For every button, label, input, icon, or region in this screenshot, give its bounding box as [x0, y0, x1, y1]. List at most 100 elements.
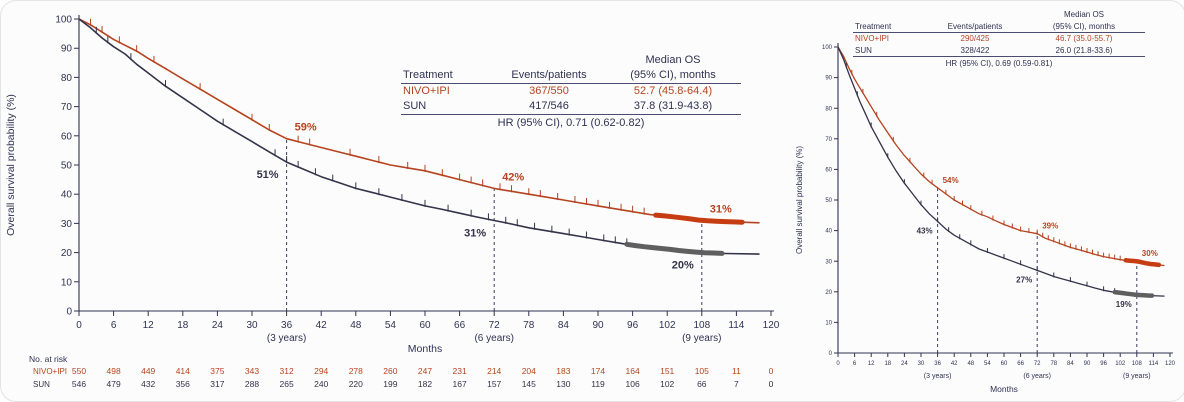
x-tick-label: 66: [1017, 361, 1024, 367]
events-header: Events/patients: [947, 21, 1003, 31]
os-table-toprow: Median OS: [853, 9, 1145, 21]
x-tick-label: 18: [884, 361, 891, 367]
x-tick-label: 108: [1132, 361, 1143, 367]
censor-dense-segment: [624, 241, 725, 256]
x-tick-label: 60: [1001, 361, 1008, 367]
treatment-name: NIVO+IPI: [403, 85, 450, 97]
y-tick-label: 100: [822, 45, 833, 51]
at-risk-value: 204: [522, 366, 536, 376]
milestone-pct-sun: 43%: [917, 226, 933, 235]
x-tick-label: 66: [454, 320, 466, 331]
x-tick-label: 72: [1034, 361, 1041, 367]
median-os-header: Median OS: [1063, 10, 1105, 19]
x-tick-label: 120: [1165, 361, 1176, 367]
y-tick-label: 60: [825, 168, 832, 174]
x-tick-label: 114: [1149, 361, 1159, 367]
median-value: 52.7 (45.8-64.4): [633, 85, 713, 97]
x-axis-title: Months: [990, 384, 1018, 394]
x-tick-label: 18: [177, 320, 189, 331]
at-risk-value: 240: [314, 379, 328, 389]
events-value: 367/550: [529, 85, 569, 97]
at-risk-value: 119: [591, 379, 605, 389]
milestone-pct-sun: 31%: [464, 227, 486, 239]
at-risk-value: 546: [72, 379, 86, 389]
events-value: 290/425: [960, 34, 990, 43]
y-tick-label: 80: [825, 106, 832, 112]
at-risk-value: 278: [349, 366, 363, 376]
x-tick-label: 108: [693, 320, 710, 331]
at-risk-value: 66: [697, 379, 707, 389]
os-table-toprow: Median OS: [401, 53, 741, 68]
median-value: 26.0 (21.8-33.6): [1055, 45, 1113, 55]
hazard-ratio-line: HR (95% CI), 0.69 (0.59-0.81): [945, 59, 1053, 68]
no-at-risk-label: No. at risk: [29, 354, 68, 364]
censor-dense-segment: [1112, 289, 1155, 298]
x-tick-label: 24: [901, 361, 908, 367]
at-risk-value: 550: [72, 366, 86, 376]
at-risk-value: 11: [732, 366, 741, 376]
at-risk-value: 164: [626, 366, 640, 376]
treatment-name: NIVO+IPI: [855, 34, 890, 43]
x-tick-label: 72: [489, 320, 501, 331]
year-caption: (3 years): [924, 373, 952, 380]
x-tick-label: 12: [868, 361, 875, 367]
at-risk-value: 356: [176, 379, 190, 389]
x-tick-label: 48: [967, 361, 974, 367]
ci-header: (95% CI), months: [1052, 21, 1116, 31]
at-risk-value: 343: [245, 366, 259, 376]
at-risk-value: 247: [418, 366, 432, 376]
at-risk-value: 294: [314, 366, 328, 376]
at-risk-value: 151: [660, 366, 674, 376]
os-table-header: Treatment Events/patients (95% CI), mont…: [853, 21, 1145, 33]
at-risk-value: 0: [769, 379, 774, 389]
milestone-pct-nivo: 30%: [1142, 249, 1158, 258]
x-tick-label: 120: [763, 320, 780, 331]
milestone-pct-sun: 27%: [1016, 275, 1032, 284]
at-risk-row-name: SUN: [33, 380, 50, 389]
x-tick-label: 54: [385, 320, 397, 331]
x-tick-label: 30: [246, 320, 258, 331]
x-tick-label: 96: [627, 320, 639, 331]
at-risk-value: 479: [107, 379, 121, 389]
treatment-name: SUN: [403, 100, 427, 112]
x-tick-label: 36: [934, 361, 941, 367]
at-risk-value: 260: [383, 366, 397, 376]
y-tick-label: 100: [55, 15, 72, 26]
events-header: Events/patients: [511, 69, 587, 81]
y-tick-label: 90: [825, 76, 832, 82]
x-tick-label: 42: [316, 320, 328, 331]
y-tick-label: 40: [61, 190, 73, 201]
x-tick-label: 96: [1100, 361, 1107, 367]
x-tick-label: 102: [659, 320, 676, 331]
x-tick-label: 78: [1050, 361, 1057, 367]
x-tick-label: 84: [558, 320, 570, 331]
treatment-header: Treatment: [403, 69, 453, 81]
y-tick-label: 0: [829, 351, 833, 357]
at-risk-value: 182: [418, 379, 432, 389]
at-risk-value: 183: [556, 366, 570, 376]
treatment-name: SUN: [855, 45, 872, 55]
os-row-sun: SUN 328/422 26.0 (21.8-33.6): [853, 45, 1145, 57]
milestone-pct-nivo: 54%: [943, 176, 959, 185]
at-risk-value: 265: [280, 379, 294, 389]
y-tick-label: 50: [61, 161, 73, 172]
os-row-nivo: NIVO+IPI 367/550 52.7 (45.8-64.4): [401, 84, 741, 99]
os-row-nivo: NIVO+IPI 290/425 46.7 (35.0-55.7): [853, 33, 1145, 45]
milestone-pct-nivo: 31%: [710, 203, 732, 215]
x-tick-label: 6: [111, 320, 117, 331]
milestone-pct-sun: 51%: [257, 169, 279, 181]
treatment-header: Treatment: [855, 21, 892, 31]
os-row-sun: SUN 417/546 37.8 (31.9-43.8): [401, 99, 741, 115]
x-tick-label: 0: [836, 361, 840, 367]
at-risk-value: 231: [453, 366, 467, 376]
x-tick-label: 84: [1067, 361, 1074, 367]
x-tick-label: 6: [853, 361, 857, 367]
year-caption: (9 years): [1123, 373, 1151, 380]
year-caption: (6 years): [474, 333, 513, 344]
y-tick-label: 30: [825, 259, 832, 265]
at-risk-value: 7: [734, 379, 739, 389]
median-value: 37.8 (31.9-43.8): [633, 100, 713, 112]
x-tick-label: 102: [1115, 361, 1126, 367]
